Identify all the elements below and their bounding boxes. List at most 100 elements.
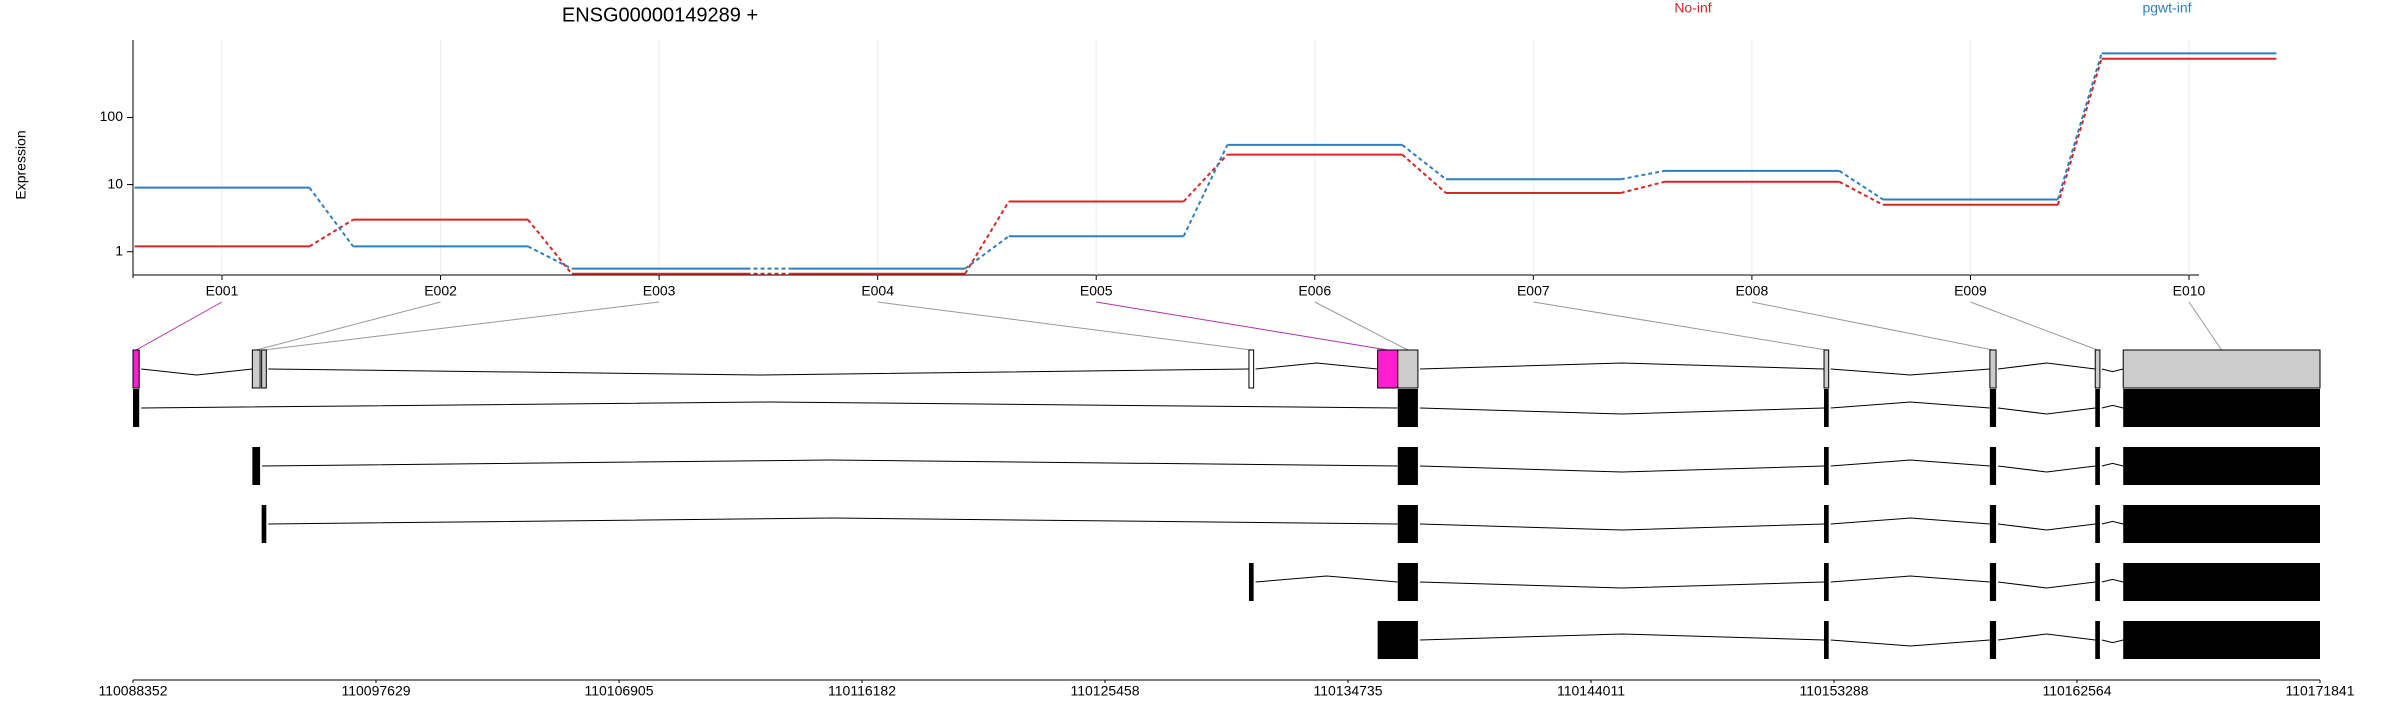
genome-tick-label: 110106905 [584,683,653,699]
intron [1998,363,2095,369]
intron [268,369,1249,375]
transcript-exon [1398,447,1418,485]
intron [268,518,1397,524]
intron [1831,518,1990,524]
exon-connector [136,302,222,350]
transcript-exon [1990,563,1996,601]
transcript-exon [2095,621,2100,659]
intron [141,402,1398,408]
intron [1420,634,1824,640]
exon [2123,350,2320,388]
x-tick-label: E002 [424,283,457,299]
intron [2102,521,2123,524]
genome-tick-label: 110153288 [1799,683,1868,699]
exon-connector [264,302,659,350]
exon-connector [1315,302,1408,350]
intron [2102,640,2123,643]
genome-tick-label: 110162564 [2042,683,2111,699]
transcript-exon [1990,505,1996,543]
transcript-exon [1824,505,1829,543]
transcript-exon [2123,563,2320,601]
intron [1831,460,1990,466]
series-connector [528,220,572,274]
exon-connector [2189,302,2222,350]
exon-connector [1752,302,1993,350]
x-tick-label: E005 [1080,283,1113,299]
transcript-exon [2123,447,2320,485]
series-connector [1184,155,1228,202]
transcript-exon [2095,505,2100,543]
series-connector [309,220,353,247]
intron [1998,582,2095,588]
x-tick-label: E003 [643,283,676,299]
transcript-exon [2095,447,2100,485]
intron [1831,402,1990,408]
intron [1256,576,1398,582]
exon [1378,350,1398,388]
genome-tick-label: 110171841 [2285,683,2354,699]
intron [1998,524,2095,530]
transcript-exon [252,447,260,485]
x-tick-label: E010 [2173,283,2206,299]
transcript-exon [1824,389,1829,427]
genome-tick-label: 110088352 [98,683,167,699]
intron [1420,582,1824,588]
transcript-exon [1990,447,1996,485]
series-connector [965,236,1009,268]
series-connector [1402,155,1446,193]
exon-connector [1533,302,1826,350]
series-connector [309,188,353,247]
intron [1420,524,1824,530]
intron [1420,408,1824,414]
transcript-exon [1990,389,1996,427]
exon-connector [878,302,1252,350]
legend-label: No-inf [1674,0,1711,16]
exon [1824,350,1829,388]
intron [2102,405,2123,408]
genome-tick-label: 110097629 [341,683,410,699]
intron [141,369,252,375]
exon-connector [256,302,440,350]
x-tick-label: E007 [1517,283,1550,299]
transcript-exon [2123,621,2320,659]
intron [1256,363,1378,369]
transcript-exon [2123,505,2320,543]
transcript-exon [1398,563,1418,601]
intron [1998,634,2095,640]
y-tick-label: 10 [107,175,123,191]
intron [2102,369,2123,372]
chart-title: ENSG00000149289 + [562,4,758,26]
exon [252,350,260,388]
intron [2102,463,2123,466]
transcript-exon [1249,563,1254,601]
transcript-exon [1398,505,1418,543]
intron [1420,466,1824,472]
exon [1990,350,1996,388]
exon-connector [1096,302,1387,350]
genome-tick-label: 110144011 [1557,683,1625,699]
transcript-exon [262,505,267,543]
series-connector [2058,53,2102,199]
exon [1249,350,1254,388]
transcript-exon [1378,621,1418,659]
legend-label: pgwt-inf [2142,0,2191,16]
intron [1831,576,1990,582]
exon [1398,350,1418,388]
transcript-exon [1824,621,1829,659]
genome-tick-label: 110134735 [1313,683,1382,699]
x-tick-label: E008 [1736,283,1769,299]
y-axis-label: Expression [13,130,29,199]
y-tick-label: 1 [115,242,123,258]
intron [2102,579,2123,582]
intron [1998,408,2095,414]
transcript-exon [2123,389,2320,427]
transcript-exon [1990,621,1996,659]
intron [1420,363,1824,369]
exon [133,350,139,388]
exon-connector [1970,302,2097,350]
intron [1831,640,1990,646]
x-tick-label: E009 [1954,283,1987,299]
series-connector [2058,59,2102,205]
transcript-exon [1824,563,1829,601]
